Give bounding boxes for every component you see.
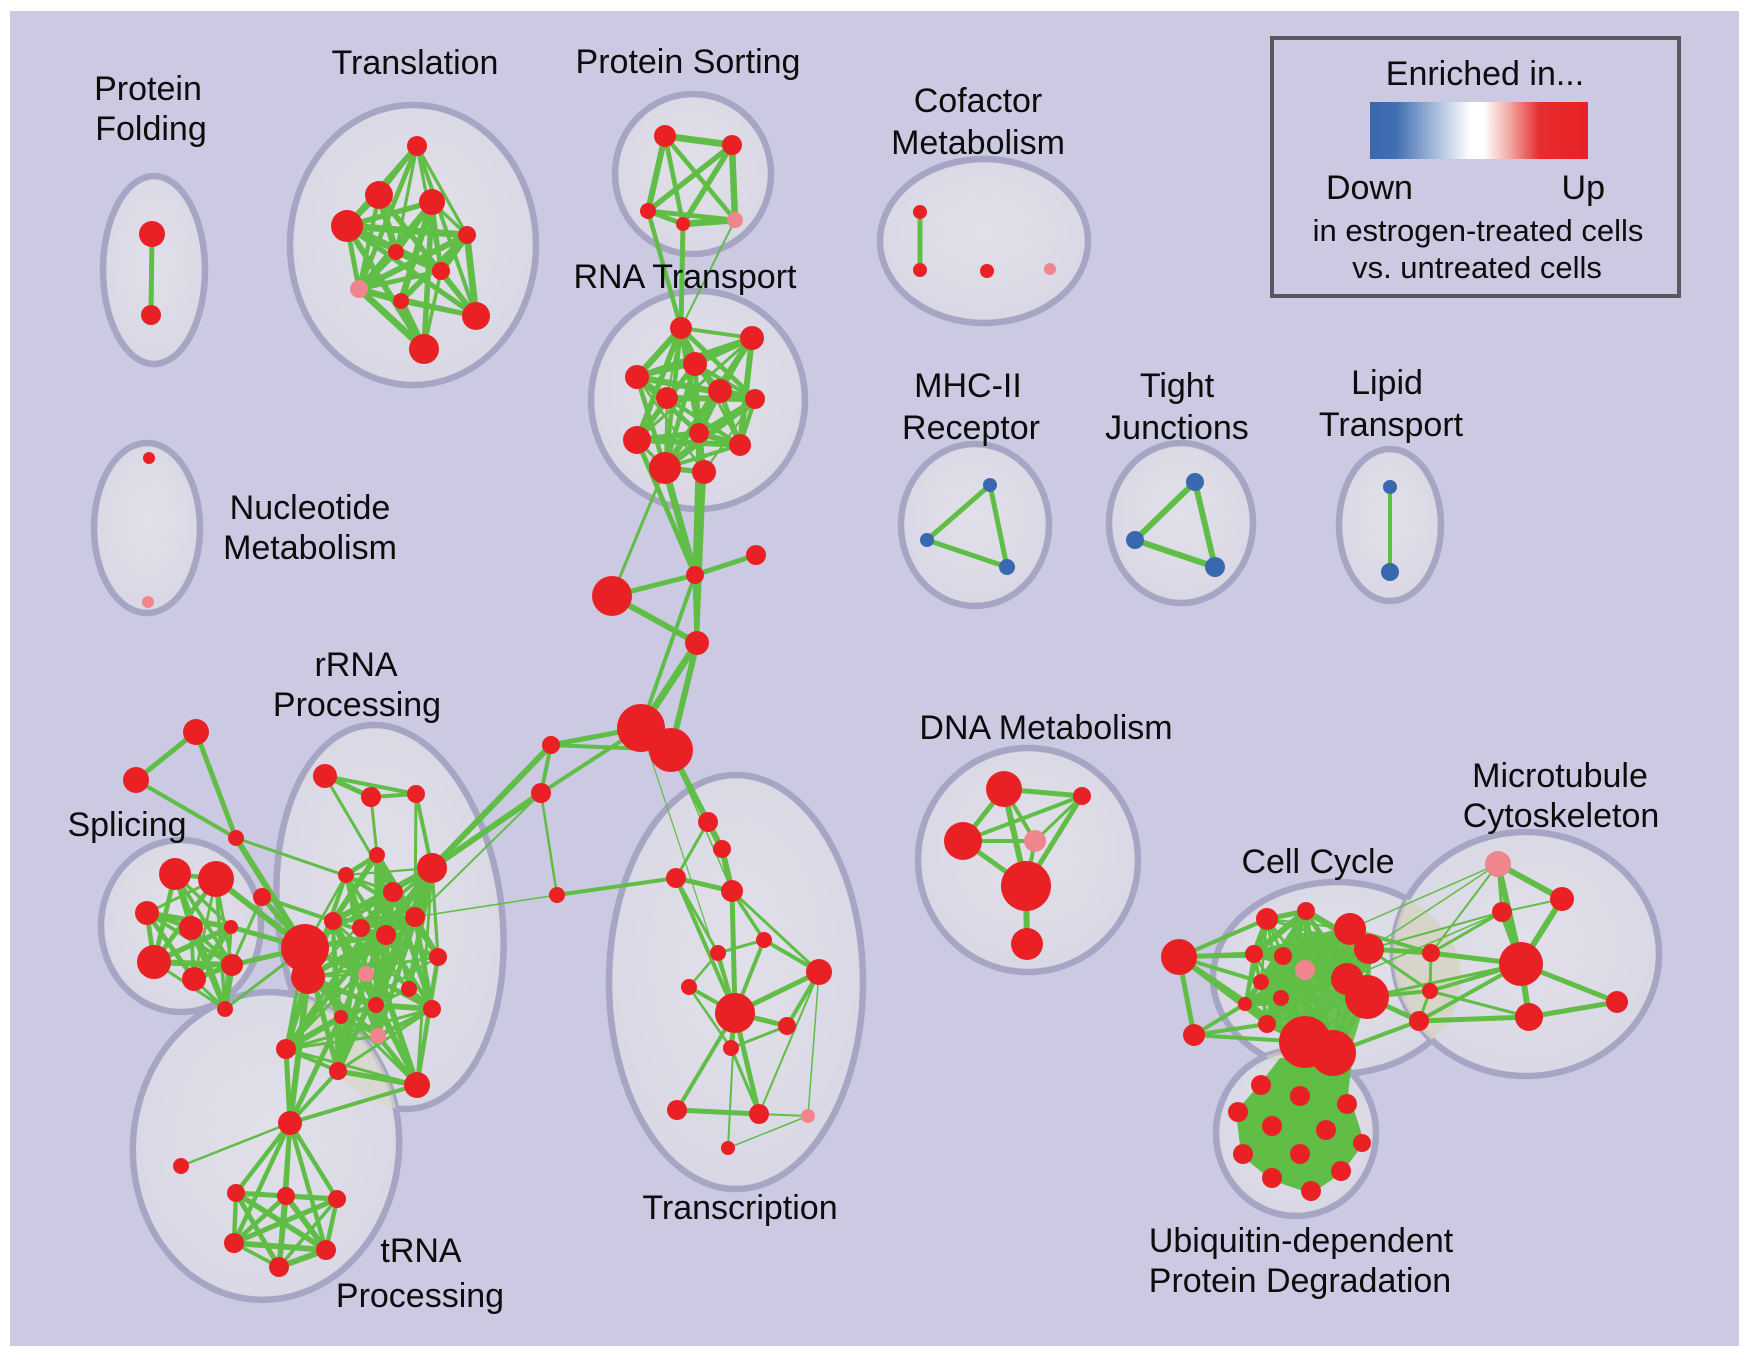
svg-text:Down: Down [1326,169,1413,207]
svg-text:Tight: Tight [1140,367,1215,405]
svg-text:Protein Degradation: Protein Degradation [1149,1262,1451,1300]
svg-text:in estrogen-treated cells: in estrogen-treated cells [1313,213,1644,248]
svg-text:Receptor: Receptor [902,409,1040,447]
svg-text:Up: Up [1562,169,1605,207]
svg-text:RNA Transport: RNA Transport [574,258,798,296]
svg-text:Enriched in...: Enriched in... [1386,55,1584,93]
svg-text:Microtubule: Microtubule [1472,757,1648,795]
svg-text:Cell Cycle: Cell Cycle [1241,843,1394,881]
svg-text:Transport: Transport [1319,406,1464,444]
svg-text:Processing: Processing [336,1277,504,1315]
svg-text:Junctions: Junctions [1105,409,1249,447]
svg-text:Ubiquitin-dependent: Ubiquitin-dependent [1149,1222,1454,1260]
svg-text:Metabolism: Metabolism [891,124,1065,162]
svg-text:tRNA: tRNA [380,1232,462,1270]
svg-text:Folding: Folding [95,110,207,148]
svg-text:vs. untreated cells: vs. untreated cells [1352,250,1602,285]
svg-text:Cytoskeleton: Cytoskeleton [1463,797,1660,835]
svg-text:Processing: Processing [273,686,441,724]
svg-text:Metabolism: Metabolism [223,529,397,567]
svg-text:Splicing: Splicing [67,806,186,844]
svg-text:DNA Metabolism: DNA Metabolism [919,709,1172,747]
svg-text:Transcription: Transcription [642,1189,837,1227]
svg-text:MHC-II: MHC-II [914,367,1022,405]
svg-text:Lipid: Lipid [1351,364,1423,402]
svg-text:Protein: Protein [94,70,202,108]
svg-text:rRNA: rRNA [314,646,397,684]
svg-text:Protein Sorting: Protein Sorting [576,43,801,81]
svg-text:Translation: Translation [332,44,499,82]
svg-text:Cofactor: Cofactor [914,82,1043,120]
svg-text:Nucleotide: Nucleotide [230,489,391,527]
